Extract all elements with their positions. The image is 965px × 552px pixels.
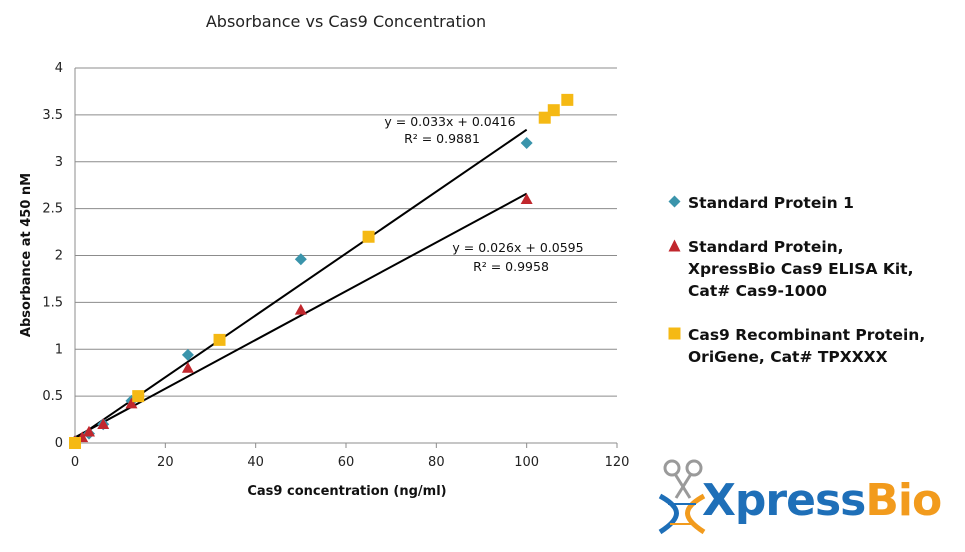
legend-label: Cas9 Recombinant Protein, OriGene, Cat# … xyxy=(688,326,926,366)
x-tick-label: 60 xyxy=(338,455,355,470)
legend-item-xpressbio-standard: Standard Protein, XpressBio Cas9 ELISA K… xyxy=(668,236,963,302)
y-tick-label: 2.5 xyxy=(42,202,63,217)
triangle-point xyxy=(125,397,138,409)
trendline-2-equation: y = 0.026x + 0.0595 xyxy=(452,240,583,255)
diamond-point xyxy=(181,348,194,361)
diamond-marker-icon xyxy=(668,195,681,208)
x-tick-label: 0 xyxy=(71,455,79,470)
trendlines xyxy=(74,128,528,440)
trendline-2-r2: R² = 0.9958 xyxy=(473,259,549,274)
square-point xyxy=(547,104,560,117)
legend-item-origene-recombinant: Cas9 Recombinant Protein, OriGene, Cat# … xyxy=(668,324,963,368)
logo-wordmark: XpressBio xyxy=(702,475,942,526)
y-tick-label: 2 xyxy=(55,249,63,264)
triangle-point xyxy=(181,362,194,373)
tick-labels: 00.511.522.533.540 20 40 60 80 100 120 xyxy=(42,61,629,470)
square-point xyxy=(213,333,226,346)
y-tick-label: 4 xyxy=(55,61,63,76)
y-axis-label: Absorbance at 450 nM xyxy=(19,173,34,337)
trendline-1-r2: R² = 0.9881 xyxy=(404,131,480,146)
data-points xyxy=(69,93,574,449)
x-tick-label: 40 xyxy=(247,455,264,470)
square-point xyxy=(362,230,375,243)
square-point xyxy=(132,390,145,403)
y-tick-label: 1.5 xyxy=(42,295,63,310)
y-tick-label: 0.5 xyxy=(42,389,63,404)
square-point xyxy=(561,93,574,106)
x-tick-label: 100 xyxy=(514,455,539,470)
xpressbio-logo: XpressBio xyxy=(652,456,952,538)
legend: Standard Protein 1 Standard Protein, Xpr… xyxy=(668,192,963,390)
square-point xyxy=(69,437,81,449)
trendline-1 xyxy=(74,128,528,440)
legend-label: Standard Protein 1 xyxy=(688,194,854,212)
triangle-marker-icon xyxy=(668,239,681,252)
y-tick-label: 3 xyxy=(55,155,63,170)
axes xyxy=(74,68,618,448)
gridlines xyxy=(75,67,617,397)
diamond-point xyxy=(294,253,307,266)
logo-text-xpress: Xpress xyxy=(702,475,866,526)
x-tick-label: 80 xyxy=(428,455,445,470)
square-point xyxy=(538,111,551,124)
diamond-point xyxy=(520,137,533,149)
y-tick-label: 3.5 xyxy=(42,108,63,123)
x-tick-label: 120 xyxy=(605,455,630,470)
chart-title: Absorbance vs Cas9 Concentration xyxy=(206,12,486,31)
trendline-1-equation: y = 0.033x + 0.0416 xyxy=(384,114,515,129)
triangle-point xyxy=(83,425,96,437)
trendline-2 xyxy=(74,192,528,439)
triangle-point xyxy=(520,193,533,205)
legend-label: Standard Protein, XpressBio Cas9 ELISA K… xyxy=(688,238,914,300)
logo-text-bio: Bio xyxy=(865,475,942,526)
triangle-point xyxy=(97,418,110,430)
x-tick-label: 20 xyxy=(157,455,174,470)
y-tick-label: 1 xyxy=(55,342,63,357)
triangle-point xyxy=(294,303,307,315)
x-axis-label: Cas9 concentration (ng/ml) xyxy=(247,484,446,499)
square-marker-icon xyxy=(668,327,681,340)
scissors-dna-icon xyxy=(658,459,706,535)
legend-item-standard-protein-1: Standard Protein 1 xyxy=(668,192,963,214)
y-tick-label: 0 xyxy=(55,436,63,451)
